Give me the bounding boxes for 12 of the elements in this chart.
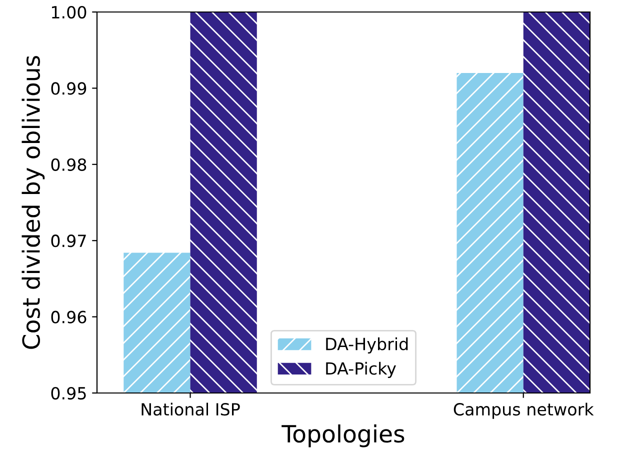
y-tick-label: 0.96 xyxy=(51,310,86,324)
x-tick-label: Campus network xyxy=(454,402,594,419)
y-tick-label: 0.95 xyxy=(51,386,86,400)
y-tick-label: 0.98 xyxy=(51,158,86,171)
x-axis-title: Topologies xyxy=(282,424,404,448)
legend-label: DA-Hybrid xyxy=(326,337,408,354)
y-axis-title: Cost divided by oblivious xyxy=(22,56,45,349)
y-tick-label: 0.99 xyxy=(51,82,86,95)
legend-label: DA-Picky xyxy=(326,362,396,378)
y-tick-label: 0.97 xyxy=(51,234,86,248)
y-tick-label: 1.00 xyxy=(52,6,86,19)
x-tick-label: National ISP xyxy=(142,402,240,416)
